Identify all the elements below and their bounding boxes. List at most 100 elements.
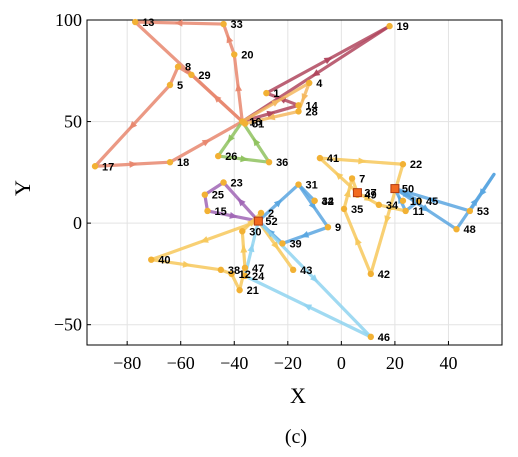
node-point [148,256,155,263]
node-point [257,209,265,217]
route-arrow [235,83,243,92]
node-label: 33 [231,19,243,31]
node-label: 8 [185,62,191,74]
route-arrow [227,134,235,143]
node-point [289,266,297,274]
x-tick-label: −60 [167,353,195,373]
route-arrow [226,34,234,44]
route-arrow [271,241,279,250]
node-label: 34 [386,200,399,212]
route-segment [296,182,317,203]
node-label: 17 [102,161,114,173]
route-arrow [266,113,276,121]
route-arrow [343,188,351,198]
route-arrow [240,155,249,163]
customer-nodes [91,18,474,341]
axis-ticks: −80 −60 −40 −20 0 20 40 −50 0 50 100 [54,10,458,373]
node-point [204,207,211,215]
node-label: 22 [410,159,422,171]
node-label: 28 [306,106,318,118]
node-point [188,71,195,79]
route-arrow [323,57,333,65]
node-point [236,286,243,294]
node-label: 16 [249,117,261,129]
node-label: 23 [231,178,243,190]
node-point [324,223,332,231]
node-point [239,228,246,235]
node-label: 9 [335,222,341,234]
node-label: 43 [300,265,312,277]
node-label: 32 [322,196,334,208]
node-label: 38 [228,265,240,277]
node-point [340,205,348,213]
route-arrow [174,19,183,27]
node-label: 20 [241,50,253,62]
node-label: 44 [322,196,335,208]
route-arrow [271,99,281,107]
route-arrow [303,304,313,311]
node-label: 51 [252,119,264,131]
node-point [241,120,249,127]
node-label: 42 [378,269,390,281]
route-arrow [200,236,209,243]
node-label: 47 [252,263,264,275]
x-axis-label: X [290,383,306,408]
node-label: 21 [247,285,259,297]
node-point [91,163,99,170]
node-point [402,207,409,215]
node-point [220,179,227,186]
route-arrow [300,231,310,238]
node-label: 40 [158,255,170,267]
node-label: 26 [225,151,237,163]
node-label: 4 [316,78,323,90]
node-label: 19 [397,21,409,33]
route-arrow [182,260,191,268]
node-point [367,270,375,278]
node-point [131,18,139,26]
route-arrow [247,243,255,253]
node-point [367,333,375,341]
node-point [166,81,174,89]
node-label: 35 [351,204,363,216]
node-point [174,63,182,70]
node-point [214,152,222,160]
node-label: 12 [239,269,251,281]
node-point [295,108,302,115]
node-point [399,197,407,204]
route-arrow [237,198,246,207]
route-arrow [335,172,344,180]
node-point [348,175,356,182]
node-label: 29 [198,70,210,82]
route-arrow [311,69,321,77]
node-label: 1 [273,88,279,100]
y-tick-label: 100 [55,10,82,30]
node-point [306,79,313,87]
node-point [311,197,318,204]
route-arrow [229,212,238,219]
node-label: 31 [306,180,318,192]
node-point [415,197,423,204]
route-arrow [384,215,392,224]
plot-frame [86,19,503,346]
route-arrow [388,203,398,211]
node-label: 7 [359,173,365,185]
grid-lines [87,19,502,345]
node-label: 2 [268,208,274,220]
node-point [231,51,238,58]
node-point [295,102,302,109]
route-arrow [129,121,138,130]
route-arrow [421,204,430,212]
x-tick-label: −40 [220,353,248,373]
node-label: 15 [214,206,226,218]
node-label: 25 [212,190,224,202]
route-arrow [266,110,276,118]
node-label: 13 [142,17,154,29]
route-arrow [363,194,373,202]
node-label: 41 [327,153,339,165]
node-point [466,207,474,215]
node-point [241,264,249,272]
route-lines [93,19,496,339]
route-arrow [247,218,256,227]
